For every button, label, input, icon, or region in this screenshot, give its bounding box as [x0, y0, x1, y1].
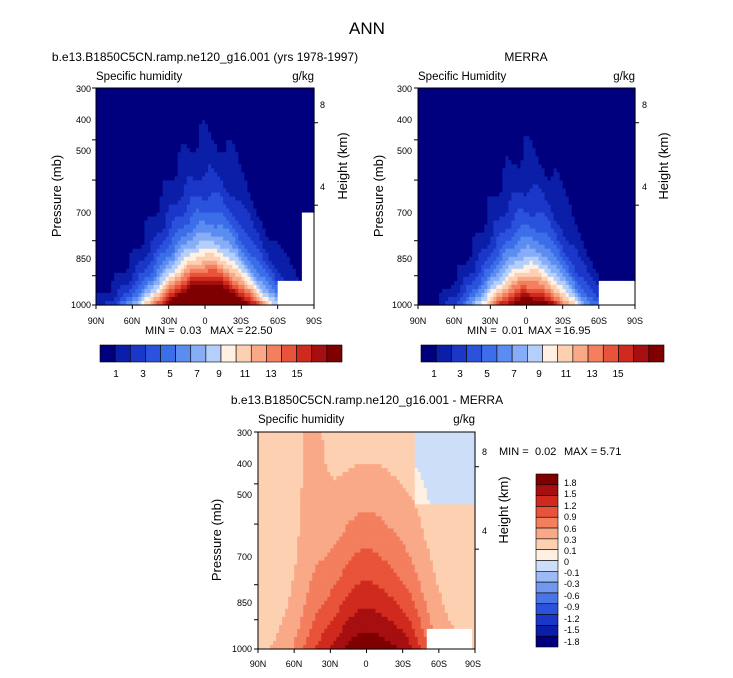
x-tick-label: 60N [124, 316, 141, 326]
figure-title: ANN [349, 19, 385, 38]
colorbar-label: 5 [167, 369, 173, 380]
colorbar-swatch [251, 345, 266, 362]
y-tick-label: 700 [76, 208, 91, 218]
y-tick-label: 500 [76, 146, 91, 156]
colorbar-swatch [236, 345, 251, 362]
panel-model: b.e13.B1850C5CN.ramp.ne120_g16.001 (yrs … [49, 50, 358, 380]
panel-units-label: g/kg [613, 71, 635, 83]
colorbar-swatch [327, 345, 342, 362]
colorbar-swatch [312, 345, 327, 362]
y-tick-label: 1000 [71, 300, 91, 310]
colorbar-swatch [100, 345, 115, 362]
heatmap-cells [418, 88, 636, 306]
y2-axis-label: Height (km) [335, 132, 350, 199]
colorbar-label: 11 [240, 369, 251, 380]
colorbar-swatch [176, 345, 191, 362]
max-label: MAX = [210, 325, 243, 337]
y-axis-label: Pressure (mb) [49, 155, 64, 237]
x-tick-label: 0 [202, 316, 207, 326]
y-tick-label: 400 [76, 115, 91, 125]
colorbar-swatch [161, 345, 176, 362]
colorbar-swatch [266, 345, 281, 362]
colorbar-swatch [115, 345, 130, 362]
colorbar-label: 13 [265, 369, 277, 380]
colorbar-swatch [206, 345, 221, 362]
heatmap-cells [96, 88, 315, 306]
panel-merra: MERRA Specific Humidity g/kg 90N 60N 30N… [371, 50, 671, 380]
y-tick-label: 850 [76, 254, 91, 264]
colorbar-swatch [282, 345, 297, 362]
panel-left-label: Specific humidity [96, 71, 183, 83]
colorbar-swatch [221, 345, 236, 362]
colorbar-label: 3 [140, 369, 146, 380]
min-label: MIN = [145, 325, 175, 337]
colorbar-swatch [145, 345, 160, 362]
colorbar [100, 345, 342, 362]
panel-units-label: g/kg [292, 71, 314, 83]
panel-title: MERRA [504, 50, 547, 64]
colorbar-label: 7 [194, 369, 200, 380]
colorbar-label: 15 [291, 369, 303, 380]
colorbar-swatch [130, 345, 145, 362]
panel-left-label: Specific Humidity [418, 71, 506, 83]
y2-tick-label: 4 [320, 182, 325, 192]
panel-title: b.e13.B1850C5CN.ramp.ne120_g16.001 (yrs … [52, 50, 358, 64]
colorbar-label: 9 [216, 369, 222, 380]
colorbar-swatch [297, 345, 312, 362]
x-tick-label: 90S [306, 316, 322, 326]
x-tick-label: 90N [88, 316, 105, 326]
y-tick-label: 300 [76, 84, 91, 94]
max-value: 22.50 [245, 325, 273, 337]
colorbar-label: 1 [113, 369, 119, 380]
colorbar-swatch [191, 345, 206, 362]
min-value: 0.03 [180, 325, 201, 337]
y2-tick-label: 8 [320, 100, 325, 110]
